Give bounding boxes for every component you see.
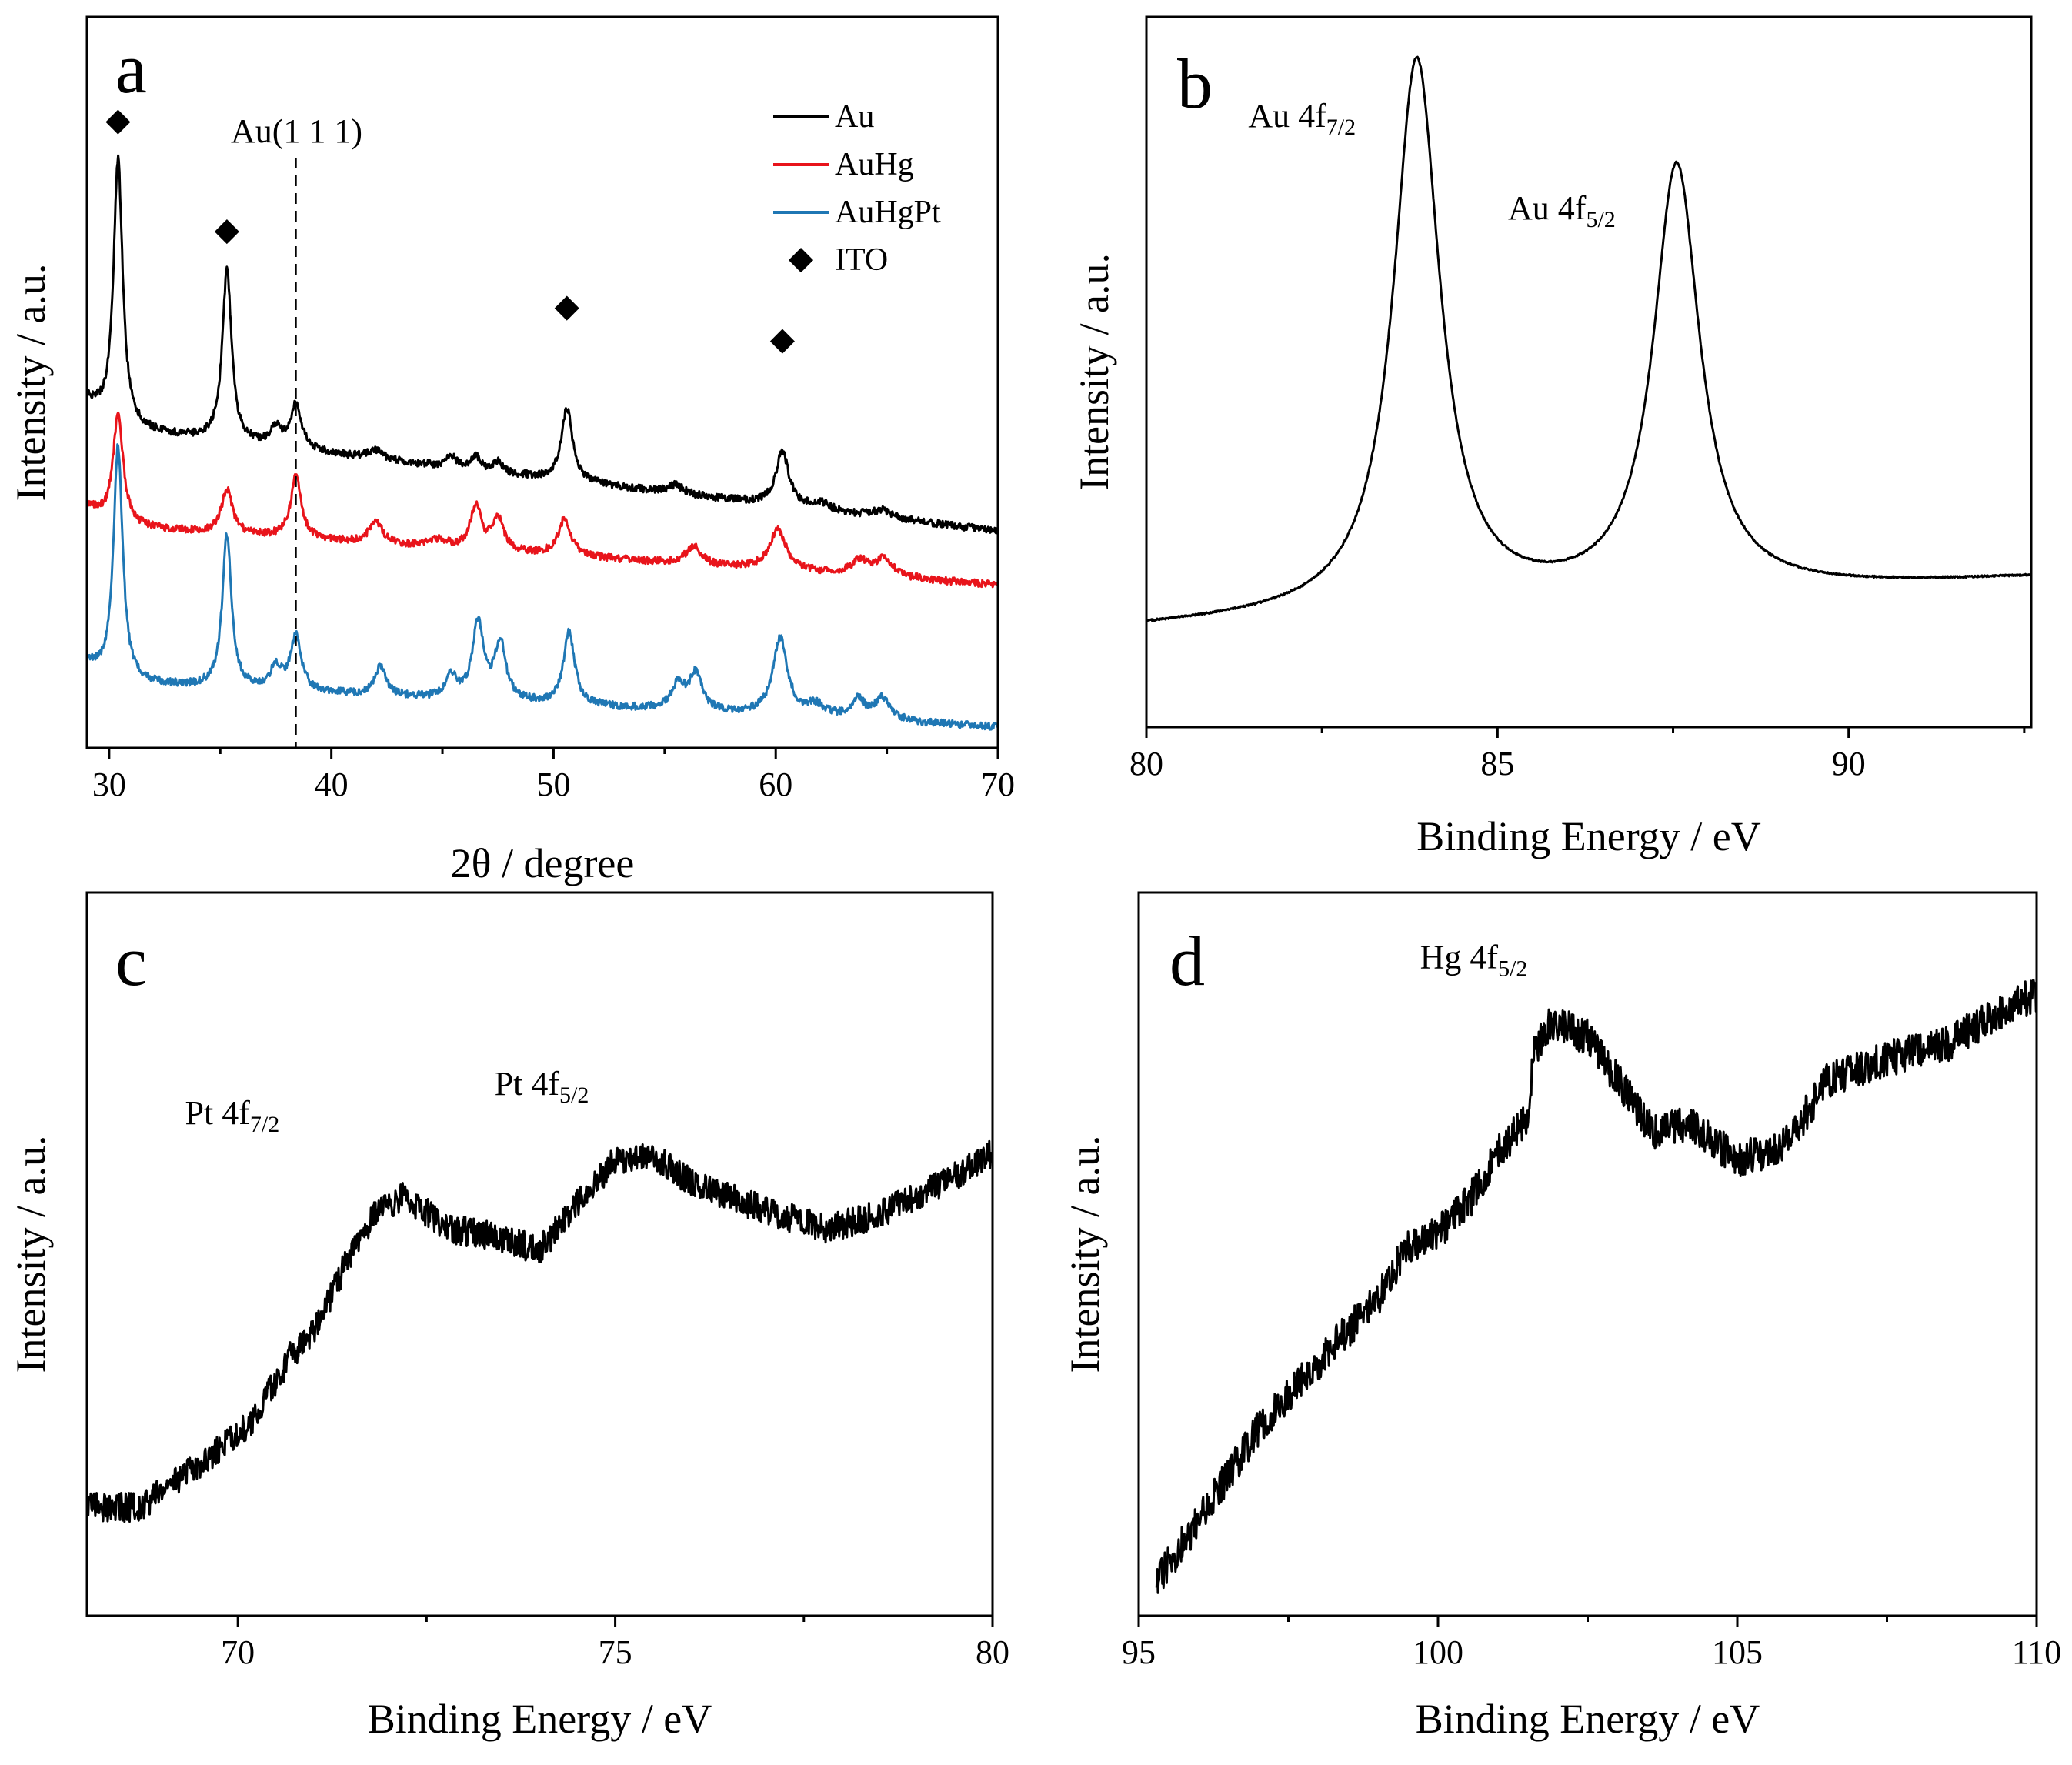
panel-letter: a xyxy=(115,29,147,108)
peak-label-sub: 5/2 xyxy=(1586,207,1615,232)
x-tick-label: 105 xyxy=(1712,1633,1763,1671)
plot-frame xyxy=(1145,15,2033,729)
peak-label-main: Au 4f xyxy=(1508,189,1587,227)
panel-letter: d xyxy=(1169,922,1205,1000)
panel-a: 30 40 50 60 70 2θ / degree Intensity / a.u. a Au… xyxy=(8,15,1015,886)
peak-label: Pt 4f5/2 xyxy=(495,1065,589,1108)
x-axis-label: Binding Energy / eV xyxy=(1416,813,1760,859)
x-axis-label: 2θ / degree xyxy=(451,840,635,886)
peak-label-sub: 5/2 xyxy=(559,1083,589,1108)
peak-label: Au 4f7/2 xyxy=(1248,97,1356,140)
plot-frame xyxy=(1137,891,2038,1617)
peak-label: Pt 4f7/2 xyxy=(185,1094,280,1137)
x-tick-label: 110 xyxy=(2012,1633,2061,1671)
ito-marker: ◆ xyxy=(105,102,131,138)
x-axis-label: Binding Energy / eV xyxy=(1416,1696,1760,1742)
reference-line-label: Au(1 1 1) xyxy=(231,112,362,150)
series-au-line xyxy=(85,154,999,536)
x-tick-label: 80 xyxy=(976,1633,1009,1671)
series-auhgpt-line xyxy=(85,443,999,731)
peak-label-main: Hg 4f xyxy=(1420,939,1499,976)
series-au-4f-line xyxy=(1146,55,2032,622)
peak-label-main: Au 4f xyxy=(1248,97,1326,135)
x-tick-label: 60 xyxy=(759,766,792,803)
panel-c: 70 75 80 Binding Energy / eV Intensity / a.u… xyxy=(8,891,1009,1742)
plot-frame xyxy=(85,15,999,749)
x-tick-label: 80 xyxy=(1129,745,1163,782)
x-tick-label: 100 xyxy=(1413,1633,1463,1671)
peak-label-main: Pt 4f xyxy=(495,1065,560,1103)
ito-marker: ◆ xyxy=(555,289,580,325)
panel-b: 80 85 90 Binding Energy / eV Intensity / a.u… xyxy=(1071,15,2033,859)
y-axis-label: Intensity / a.u. xyxy=(1062,1136,1108,1373)
legend: Au AuHg AuHgPt ◆ ITO xyxy=(773,99,941,278)
y-axis-label: Intensity / a.u. xyxy=(1071,253,1117,491)
x-tick-label: 40 xyxy=(315,766,349,803)
series-auhg-line xyxy=(85,411,999,589)
x-tick-label: 50 xyxy=(536,766,570,803)
peak-label: Hg 4f5/2 xyxy=(1420,939,1528,982)
x-tick-label: 30 xyxy=(92,766,126,803)
y-axis-label: Intensity / a.u. xyxy=(8,1136,54,1373)
peak-label: Au 4f5/2 xyxy=(1508,189,1616,232)
legend-label-auhgpt: AuHgPt xyxy=(835,195,941,230)
plot-frame xyxy=(85,891,994,1617)
legend-marker-ito: ◆ xyxy=(789,241,814,276)
y-axis-label: Intensity / a.u. xyxy=(8,264,54,502)
ito-marker: ◆ xyxy=(770,322,796,357)
peak-label-main: Pt 4f xyxy=(185,1094,251,1132)
series-hg-4f-line xyxy=(1155,979,2038,1594)
x-axis-label: Binding Energy / eV xyxy=(368,1696,712,1742)
x-tick-label: 75 xyxy=(599,1633,632,1671)
panel-letter: b xyxy=(1177,45,1213,123)
x-tick-label: 90 xyxy=(1832,745,1866,782)
series-pt-4f-line xyxy=(85,1139,994,1523)
legend-label-auhg: AuHg xyxy=(835,147,914,182)
x-tick-label: 95 xyxy=(1122,1633,1156,1671)
legend-label-ito: ITO xyxy=(835,242,888,278)
panel-letter: c xyxy=(115,922,147,1000)
x-tick-label: 70 xyxy=(981,766,1015,803)
peak-label-sub: 7/2 xyxy=(1326,115,1356,140)
x-tick-label: 70 xyxy=(221,1633,255,1671)
peak-label-sub: 5/2 xyxy=(1498,956,1527,982)
panel-d: 95 100 105 110 Binding Energy / eV Intensity … xyxy=(1062,891,2061,1742)
ito-marker: ◆ xyxy=(215,212,240,248)
legend-label-au: Au xyxy=(835,99,874,135)
peak-label-sub: 7/2 xyxy=(250,1112,279,1137)
x-tick-label: 85 xyxy=(1480,745,1514,782)
